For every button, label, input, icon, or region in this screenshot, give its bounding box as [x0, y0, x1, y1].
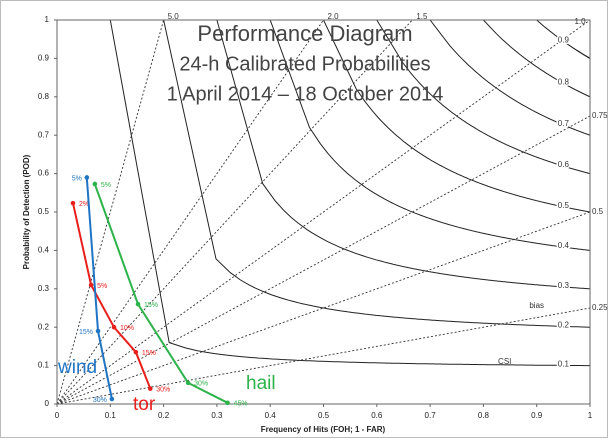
point: [70, 200, 76, 206]
y-axis-label: Probability of Detection (POD): [22, 154, 31, 269]
csi-label: 0.5: [558, 201, 570, 210]
series-name: tor: [133, 394, 156, 415]
threshold-label: 15%: [79, 329, 93, 336]
csi-label: 0.1: [558, 360, 570, 369]
chart-subtitle: 24-h Calibrated Probabilities: [179, 53, 430, 75]
x-tick-label: 0.6: [371, 411, 383, 420]
chart-title: Performance Diagram: [197, 21, 412, 46]
x-tick-label: 0.8: [478, 411, 490, 420]
series-line: [93, 183, 229, 404]
csi-label: 0.6: [558, 160, 570, 169]
point: [95, 328, 101, 334]
y-tick-label: 0: [45, 399, 50, 408]
bias-line: [57, 211, 590, 404]
point: [185, 380, 191, 386]
bias-line: [57, 20, 324, 404]
csi-curve: [216, 20, 590, 290]
threshold-label: 2%: [79, 201, 89, 208]
x-tick-label: 0.9: [531, 411, 543, 420]
threshold-label: 30%: [156, 386, 170, 393]
point: [147, 386, 153, 391]
chart-period: 1 April 2014 – 18 October 2014: [167, 83, 444, 105]
csi-label: 0.4: [558, 241, 570, 250]
threshold-label: 45%: [234, 401, 248, 408]
csi-curve: [536, 20, 590, 59]
y-tick-label: 0.6: [38, 169, 50, 178]
x-tick-label: 0.2: [158, 411, 170, 420]
threshold-label: 5%: [97, 283, 107, 290]
y-tick-label: 0.3: [38, 284, 50, 293]
csi-curve: [109, 20, 590, 367]
y-tick-label: 0.4: [38, 246, 50, 255]
y-tick-label: 0.7: [38, 130, 50, 139]
threshold-label: 5%: [101, 182, 111, 189]
x-tick-label: 0.3: [211, 411, 223, 420]
csi-curve: [323, 20, 590, 213]
y-tick-label: 0.8: [38, 92, 50, 101]
point: [133, 349, 139, 355]
bias-label: 2.0: [328, 12, 340, 21]
csi-label: 0.7: [558, 119, 570, 128]
bias-label: 0.25: [592, 303, 608, 312]
x-axis-label: Frequency of Hits (FOH; 1 - FAR): [261, 425, 386, 434]
threshold-label: 5%: [72, 175, 82, 182]
x-tick-label: 0.7: [425, 411, 437, 420]
y-tick-label: 0.5: [38, 207, 50, 216]
y-tick-label: 1: [45, 15, 50, 24]
bias-label: 5.0: [168, 12, 180, 21]
csi-label: 0.9: [558, 35, 570, 44]
csi-curve: [376, 20, 590, 175]
series-name: hail: [246, 373, 276, 394]
bias-line: [57, 20, 165, 404]
bias-label: 0.75: [592, 111, 608, 120]
x-tick-label: 0.4: [265, 411, 277, 420]
x-tick-label: 1: [588, 411, 593, 420]
threshold-label: 30%: [194, 381, 208, 388]
x-tick-label: 0.5: [318, 411, 330, 420]
threshold-label: 30%: [93, 397, 107, 404]
point: [135, 301, 141, 307]
csi-curve: [269, 20, 590, 251]
point: [88, 282, 94, 288]
threshold-label: 10%: [120, 325, 134, 332]
bias-line: [57, 20, 590, 404]
curves: [57, 20, 590, 404]
x-tick-label: 0: [55, 411, 60, 420]
bias-label: 1.5: [416, 12, 428, 21]
point: [225, 400, 230, 406]
point: [111, 324, 117, 330]
bias-line: [57, 115, 590, 404]
bias-label: 0.5: [592, 207, 604, 216]
threshold-label: 15%: [144, 302, 158, 309]
csi-label: 0.3: [558, 281, 570, 290]
y-tick-label: 0.9: [38, 54, 50, 63]
y-tick-label: 0.2: [38, 322, 50, 331]
csi-label: 0.2: [558, 320, 570, 329]
y-tick-label: 0.1: [38, 361, 50, 370]
threshold-label: 15%: [142, 350, 156, 357]
point: [84, 175, 90, 180]
csi-title: CSI: [498, 357, 511, 366]
point: [109, 396, 115, 402]
csi-curve: [429, 20, 590, 136]
x-tick-label: 0.1: [105, 411, 117, 420]
csi-curve: [163, 20, 590, 328]
bias-line: [57, 20, 413, 404]
csi-label: 0.8: [558, 77, 570, 86]
bias-label: 1.0: [574, 17, 586, 26]
point: [92, 181, 98, 187]
bias-title: bias: [529, 301, 544, 310]
series-name: wind: [57, 357, 97, 378]
csi-curve: [483, 20, 590, 98]
